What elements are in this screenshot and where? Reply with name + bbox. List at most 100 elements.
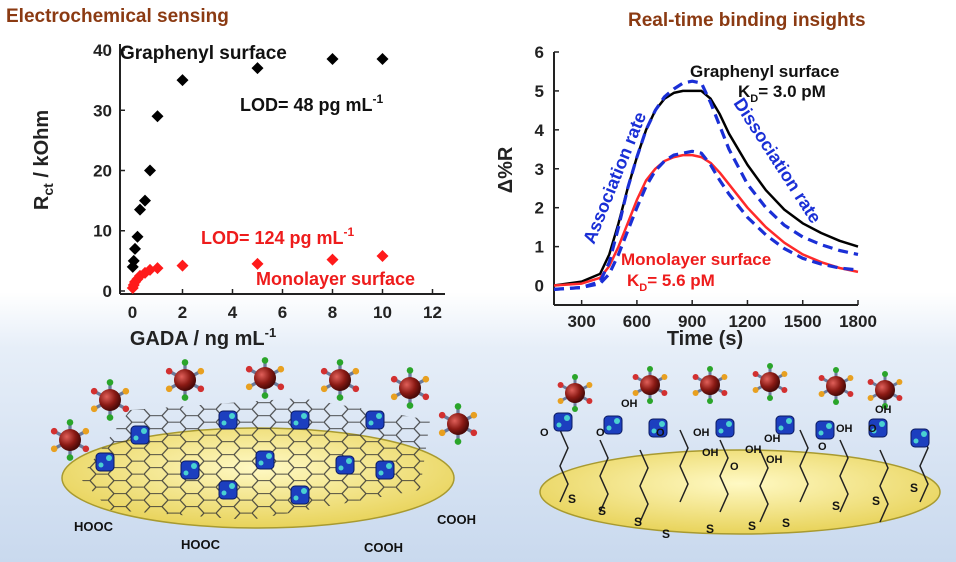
- left-lod-graphenyl: LOD= 48 pg mL-1: [240, 92, 384, 115]
- thiol-chain: [599, 439, 609, 513]
- graphenyl-data-point: [127, 254, 140, 267]
- right-panel-title: Real-time binding insights: [628, 10, 866, 31]
- cooh-label-1: COOH: [364, 540, 403, 555]
- antibody-icon: [50, 419, 90, 461]
- protein-icon: [255, 450, 275, 470]
- left-lod-monolayer: LOD= 124 pg mL-1: [201, 225, 355, 248]
- right-kd-monolayer: KD= 5.6 pM: [627, 271, 715, 294]
- sulfur-label: S: [782, 516, 790, 530]
- protein-icon: [375, 460, 395, 480]
- protein-icon: [815, 420, 835, 440]
- right-x-tick-label: 1200: [729, 312, 767, 331]
- sulfur-label: S: [568, 492, 576, 506]
- right-gold-disc: [539, 449, 941, 535]
- protein-icon: [218, 480, 238, 500]
- right-y-tick-label: 6: [535, 43, 544, 62]
- left-x-tick-label: 10: [373, 303, 392, 322]
- right-y-axis-label: Δ%R: [495, 146, 517, 193]
- right-chart-axes: [553, 51, 859, 306]
- protein-icon: [715, 418, 735, 438]
- oxygen-label: O: [818, 441, 827, 453]
- monolayer-data-point: [376, 250, 389, 263]
- antibody-icon: [90, 379, 130, 421]
- oxygen-label: O: [868, 423, 877, 435]
- graphenyl-data-point: [176, 74, 189, 87]
- sulfur-label: S: [662, 527, 670, 541]
- right-x-axis-label: Time (s): [667, 328, 743, 350]
- protein-icon: [910, 428, 930, 448]
- antibody-icon: [438, 403, 478, 445]
- left-y-tick-label: 20: [93, 162, 112, 181]
- left-y-tick-label: 0: [103, 282, 112, 301]
- sulfur-label: S: [706, 522, 714, 536]
- graphenyl-data-point: [134, 203, 146, 216]
- sulfur-label: S: [872, 494, 880, 508]
- left-panel-title: Electrochemical sensing: [6, 6, 229, 27]
- left-chart-tick-labels: 0 2 4 6 8 10 12 0 10 20 30 40: [93, 41, 442, 322]
- right-y-tick-label: 4: [535, 121, 545, 140]
- graphenyl-data-point: [151, 110, 164, 123]
- protein-icon: [553, 412, 573, 432]
- right-y-tick-label: 2: [535, 199, 544, 218]
- cooh-label-2: COOH: [437, 512, 476, 527]
- left-x-tick-label: 8: [328, 303, 337, 322]
- oxygen-label: O: [596, 427, 605, 439]
- hooc-label-1: HOOC: [74, 519, 114, 534]
- protein-icon: [290, 410, 310, 430]
- monolayer-data-point: [176, 259, 189, 272]
- monolayer-fit-curve: [553, 149, 859, 291]
- graphenyl-surface-illustration: HOOC HOOC COOH COOH: [50, 357, 478, 555]
- antibody-icon: [245, 357, 285, 399]
- right-x-tick-label: 1800: [839, 312, 877, 331]
- left-chart-axes: [119, 44, 445, 295]
- thiol-chain: [839, 439, 849, 513]
- left-x-tick-label: 4: [228, 303, 238, 322]
- graphenyl-data-point: [144, 164, 156, 177]
- right-graphenyl-label: Graphenyl surface: [690, 62, 839, 81]
- hydroxyl-label: OH: [702, 447, 719, 459]
- oxygen-label: O: [540, 427, 549, 439]
- graphene-sheet: [80, 398, 430, 520]
- antibody-icon: [818, 367, 854, 405]
- right-y-tick-label: 0: [535, 277, 544, 296]
- protein-icon: [95, 452, 115, 472]
- antibody-icon: [320, 359, 360, 401]
- hydroxyl-label: OH: [836, 423, 853, 435]
- graphenyl-data-point: [131, 230, 144, 243]
- left-y-tick-label: 10: [93, 222, 112, 241]
- sulfur-label: S: [910, 481, 918, 495]
- right-x-tick-label: 600: [623, 312, 651, 331]
- thiol-chain: [759, 449, 769, 523]
- right-y-tick-label: 5: [535, 82, 544, 101]
- monolayer-data-point: [151, 262, 164, 275]
- thiol-chain: [879, 449, 889, 523]
- protein-icon: [290, 485, 310, 505]
- monolayer-curve: [553, 153, 859, 287]
- sulfur-label: S: [832, 499, 840, 513]
- sulfur-label: S: [598, 504, 606, 518]
- left-y-tick-label: 30: [93, 101, 112, 120]
- thiol-chain: [639, 449, 649, 523]
- protein-icon: [130, 425, 150, 445]
- right-x-tick-label: 1500: [784, 312, 822, 331]
- left-graphenyl-label: Graphenyl surface: [120, 43, 287, 64]
- graphenyl-data-point: [326, 53, 339, 66]
- left-y-axis-label: Rct / kOhm: [31, 110, 56, 210]
- hydroxyl-label: OH: [693, 427, 710, 439]
- right-x-tick-label: 300: [567, 312, 595, 331]
- left-x-axis-label: GADA / ng mL-1: [130, 325, 276, 350]
- left-x-tick-label: 2: [178, 303, 187, 322]
- antibody-icon: [867, 371, 903, 409]
- left-chart-points: [126, 53, 389, 294]
- hydroxyl-label: OH: [764, 433, 781, 445]
- protein-icon: [775, 415, 795, 435]
- monolayer-data-point: [326, 253, 339, 266]
- graphenyl-data-point: [139, 194, 151, 207]
- antibody-icon: [165, 359, 205, 401]
- right-monolayer-label: Monolayer surface: [621, 250, 771, 269]
- oxygen-label: O: [656, 427, 665, 439]
